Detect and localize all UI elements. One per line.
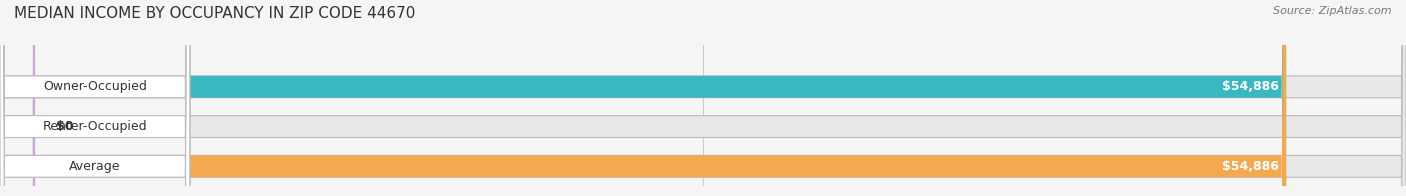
Text: Renter-Occupied: Renter-Occupied — [42, 120, 148, 133]
Text: Average: Average — [69, 160, 121, 173]
Text: $0: $0 — [56, 120, 73, 133]
FancyBboxPatch shape — [0, 0, 1286, 196]
FancyBboxPatch shape — [0, 0, 190, 196]
FancyBboxPatch shape — [0, 0, 190, 196]
Text: Source: ZipAtlas.com: Source: ZipAtlas.com — [1274, 6, 1392, 16]
Text: Owner-Occupied: Owner-Occupied — [44, 80, 146, 93]
FancyBboxPatch shape — [0, 0, 35, 196]
FancyBboxPatch shape — [0, 0, 1286, 196]
FancyBboxPatch shape — [0, 0, 190, 196]
Text: $54,886: $54,886 — [1222, 80, 1279, 93]
Text: $54,886: $54,886 — [1222, 160, 1279, 173]
Text: MEDIAN INCOME BY OCCUPANCY IN ZIP CODE 44670: MEDIAN INCOME BY OCCUPANCY IN ZIP CODE 4… — [14, 6, 415, 21]
